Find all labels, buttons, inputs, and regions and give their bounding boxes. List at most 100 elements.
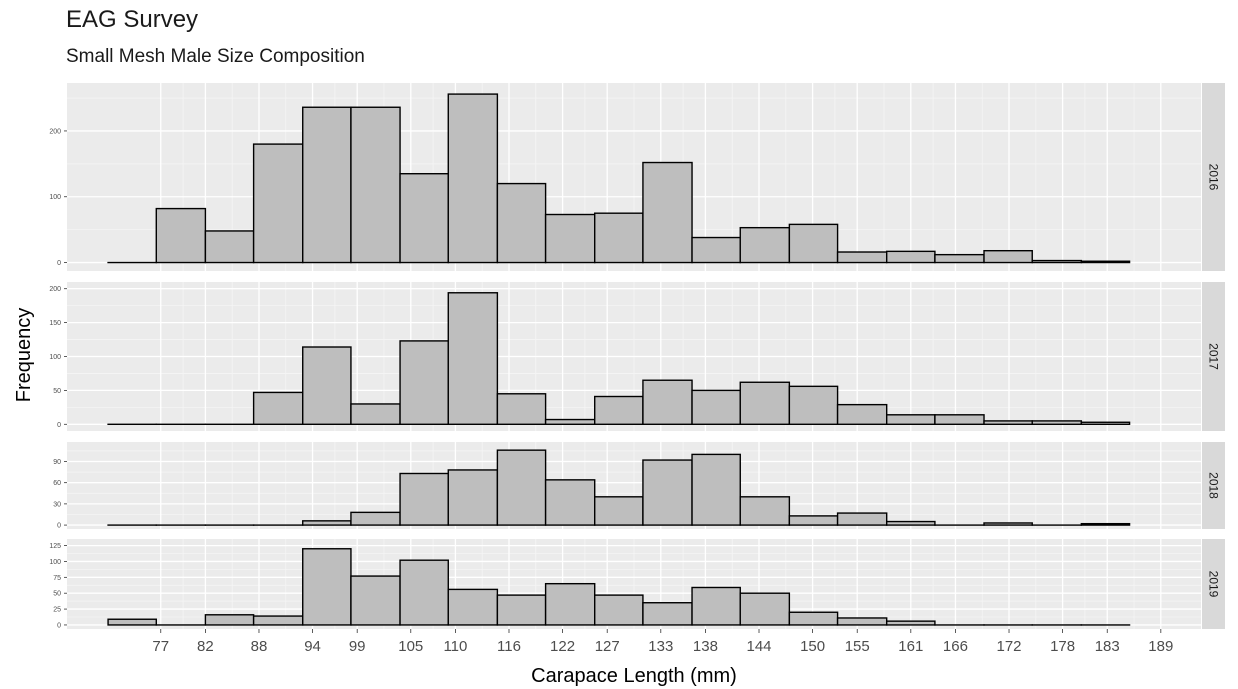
y-tick-label: 30	[53, 501, 61, 508]
x-tick-label: 155	[845, 638, 870, 655]
y-tick-label: 100	[49, 354, 61, 361]
y-axis-label: Frequency	[13, 308, 35, 403]
bar	[302, 346, 352, 425]
bar	[302, 106, 352, 264]
facet-strip	[1202, 539, 1225, 629]
x-tick-label: 144	[746, 638, 771, 655]
y-tick-label: 60	[53, 480, 61, 487]
bar	[885, 414, 936, 425]
y-tick-label: 50	[53, 591, 61, 598]
bar	[544, 582, 596, 626]
bar	[252, 391, 304, 425]
bar	[496, 393, 547, 425]
x-tick-label: 166	[943, 638, 968, 655]
bar	[691, 586, 741, 626]
facet-panels: 0 100 200 2016 0 50 100 150 200 2017 0 30 60 90 2018 0 2…	[49, 83, 1225, 629]
facet-panel-2016: 0 100 200 2016	[49, 83, 1225, 271]
bar	[302, 548, 352, 626]
y-tick-label: 100	[49, 194, 61, 201]
bar	[399, 340, 449, 425]
bar	[788, 223, 839, 264]
bar	[252, 143, 304, 264]
bar	[302, 520, 352, 526]
bar	[447, 93, 499, 264]
facet-strip	[1202, 83, 1225, 271]
facet-strip-label: 2016	[1207, 164, 1221, 191]
x-tick-label: 150	[800, 638, 825, 655]
x-tick-label: 77	[152, 638, 169, 655]
y-tick-label: 0	[57, 260, 61, 267]
bar	[836, 512, 888, 526]
bar	[934, 414, 985, 425]
bar	[642, 459, 693, 526]
bar	[691, 453, 741, 526]
y-tick-label: 75	[53, 575, 61, 582]
bar	[739, 381, 791, 425]
bar	[594, 212, 644, 264]
x-tick-label: 183	[1095, 638, 1120, 655]
bar	[642, 602, 693, 626]
bar	[544, 213, 596, 264]
bar	[544, 479, 596, 526]
facet-strip-label: 2018	[1207, 472, 1221, 499]
bar	[350, 575, 401, 626]
bar	[350, 403, 401, 425]
bar	[594, 594, 644, 626]
bar	[496, 594, 547, 626]
y-tick-label: 0	[57, 523, 61, 530]
bar	[836, 617, 888, 626]
facet-strip-label: 2017	[1207, 343, 1221, 370]
bar	[691, 389, 741, 425]
bar	[350, 106, 401, 264]
bar	[447, 469, 499, 526]
x-tick-label: 189	[1148, 638, 1173, 655]
bar	[739, 496, 791, 526]
bar	[739, 592, 791, 626]
bar	[934, 253, 985, 264]
y-tick-label: 200	[49, 286, 61, 293]
x-tick-label: 161	[898, 638, 923, 655]
bar	[399, 559, 449, 626]
y-tick-label: 200	[49, 128, 61, 135]
y-tick-label: 90	[53, 459, 61, 466]
bar	[642, 161, 693, 264]
x-tick-label: 122	[550, 638, 575, 655]
x-tick-label: 105	[398, 638, 423, 655]
bar	[788, 385, 839, 425]
bar	[642, 379, 693, 425]
facet-panel-2019: 0 25 50 75 100 125 2019	[49, 539, 1225, 629]
facet-strip-label: 2019	[1207, 571, 1221, 598]
facet-panel-2018: 0 30 60 90 2018	[53, 442, 1225, 530]
bar	[788, 611, 839, 626]
bar	[155, 207, 207, 264]
bar	[983, 420, 1033, 425]
bar	[496, 449, 547, 526]
bar	[691, 236, 741, 264]
bar	[1080, 260, 1131, 264]
bar	[1031, 259, 1083, 264]
bar	[594, 395, 644, 425]
bar	[350, 511, 401, 526]
y-tick-label: 125	[49, 543, 61, 550]
x-tick-label: 82	[197, 638, 214, 655]
bar	[399, 472, 449, 526]
bar	[983, 249, 1033, 264]
y-tick-label: 25	[53, 607, 61, 614]
x-tick-label: 133	[648, 638, 673, 655]
facet-strip	[1202, 442, 1225, 529]
y-tick-label: 50	[53, 388, 61, 395]
x-tick-label: 88	[251, 638, 268, 655]
bar	[1080, 522, 1131, 526]
y-tick-label: 100	[49, 559, 61, 566]
x-tick-label: 110	[443, 638, 467, 655]
bar	[204, 230, 255, 264]
bar	[204, 614, 255, 626]
bar	[885, 620, 936, 626]
y-tick-label: 0	[57, 422, 61, 429]
facet-panel-2017: 0 50 100 150 200 2017	[49, 282, 1225, 431]
facet-strip	[1202, 282, 1225, 431]
bar	[836, 251, 888, 264]
bar	[399, 173, 449, 264]
bar	[447, 292, 499, 425]
